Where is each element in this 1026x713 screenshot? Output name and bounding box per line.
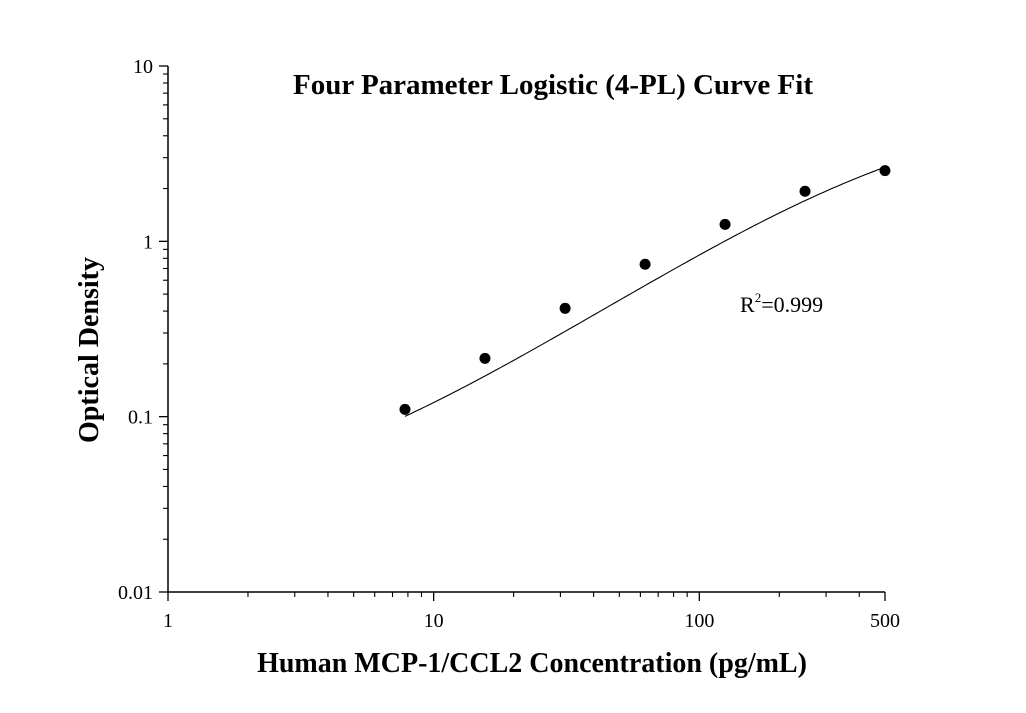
y-tick-label: 0.01 <box>118 582 153 604</box>
x-tick-label: 1 <box>163 610 173 632</box>
data-point <box>639 258 651 270</box>
y-tick-label: 10 <box>133 56 153 78</box>
data-point <box>559 302 571 314</box>
data-point <box>719 218 731 230</box>
y-tick-label: 1 <box>143 231 153 253</box>
data-point <box>879 165 891 177</box>
data-point <box>479 352 491 364</box>
data-point <box>799 185 811 197</box>
r-squared-annotation: R2=0.999 <box>740 290 823 317</box>
r-squared-base: R <box>740 292 755 317</box>
r-squared-value: =0.999 <box>761 292 823 317</box>
fit-curve <box>404 166 886 417</box>
chart-title: Four Parameter Logistic (4-PL) Curve Fit <box>293 69 813 101</box>
x-tick-label: 500 <box>870 610 900 632</box>
r-squared-superscript: 2 <box>755 290 762 305</box>
ticks: 1 10 100 500 0.01 0.1 1 10 <box>118 56 900 632</box>
y-axis-label: Optical Density <box>74 257 105 443</box>
data-points-layer <box>399 165 891 415</box>
data-point <box>399 403 411 415</box>
fit-curve-layer <box>404 166 886 417</box>
y-tick-label: 0.1 <box>128 407 153 429</box>
x-axis-label: Human MCP-1/CCL2 Concentration (pg/mL) <box>257 648 807 679</box>
axes <box>167 66 885 593</box>
x-tick-label: 100 <box>684 610 714 632</box>
x-tick-label: 10 <box>424 610 444 632</box>
